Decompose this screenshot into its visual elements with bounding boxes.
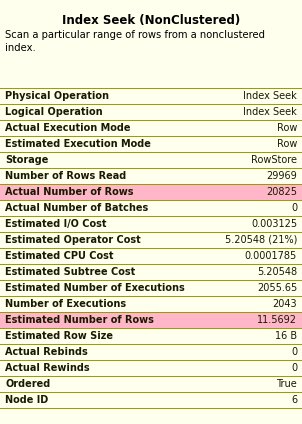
Text: Estimated I/O Cost: Estimated I/O Cost bbox=[5, 219, 107, 229]
Bar bbox=[0, 200, 302, 216]
Bar bbox=[0, 360, 302, 376]
Text: Row: Row bbox=[277, 139, 297, 149]
Text: 0: 0 bbox=[291, 363, 297, 373]
Text: Estimated Number of Executions: Estimated Number of Executions bbox=[5, 283, 185, 293]
Text: 0: 0 bbox=[291, 347, 297, 357]
Bar bbox=[0, 376, 302, 392]
Bar bbox=[0, 344, 302, 360]
Text: 11.5692: 11.5692 bbox=[257, 315, 297, 325]
Bar bbox=[0, 280, 302, 296]
Text: Scan a particular range of rows from a nonclustered
index.: Scan a particular range of rows from a n… bbox=[5, 30, 265, 53]
Text: Actual Rewinds: Actual Rewinds bbox=[5, 363, 90, 373]
Text: Estimated Operator Cost: Estimated Operator Cost bbox=[5, 235, 141, 245]
Text: Ordered: Ordered bbox=[5, 379, 50, 389]
Text: Estimated Number of Rows: Estimated Number of Rows bbox=[5, 315, 154, 325]
Text: 16 B: 16 B bbox=[275, 331, 297, 341]
Text: Index Seek: Index Seek bbox=[243, 91, 297, 101]
Text: 5.20548: 5.20548 bbox=[257, 267, 297, 277]
Text: 5.20548 (21%): 5.20548 (21%) bbox=[225, 235, 297, 245]
Bar bbox=[0, 120, 302, 136]
Bar bbox=[0, 168, 302, 184]
Text: 2043: 2043 bbox=[272, 299, 297, 309]
Text: Row: Row bbox=[277, 123, 297, 133]
Text: Estimated Row Size: Estimated Row Size bbox=[5, 331, 113, 341]
Bar bbox=[0, 296, 302, 312]
Text: Physical Operation: Physical Operation bbox=[5, 91, 109, 101]
Text: Index Seek: Index Seek bbox=[243, 107, 297, 117]
Bar bbox=[0, 184, 302, 200]
Text: Node ID: Node ID bbox=[5, 395, 48, 405]
Text: True: True bbox=[276, 379, 297, 389]
Text: Number of Rows Read: Number of Rows Read bbox=[5, 171, 126, 181]
Text: 0: 0 bbox=[291, 203, 297, 213]
Bar bbox=[0, 152, 302, 168]
Text: Index Seek (NonClustered): Index Seek (NonClustered) bbox=[62, 14, 240, 27]
Bar bbox=[0, 248, 302, 264]
Text: 6: 6 bbox=[291, 395, 297, 405]
Text: Storage: Storage bbox=[5, 155, 48, 165]
Bar bbox=[0, 328, 302, 344]
Bar bbox=[0, 88, 302, 104]
Text: Actual Number of Rows: Actual Number of Rows bbox=[5, 187, 133, 197]
Text: Estimated Subtree Cost: Estimated Subtree Cost bbox=[5, 267, 135, 277]
Text: RowStore: RowStore bbox=[251, 155, 297, 165]
Text: Estimated CPU Cost: Estimated CPU Cost bbox=[5, 251, 114, 261]
Text: Actual Rebinds: Actual Rebinds bbox=[5, 347, 88, 357]
Text: 2055.65: 2055.65 bbox=[257, 283, 297, 293]
Text: Logical Operation: Logical Operation bbox=[5, 107, 103, 117]
Bar bbox=[0, 216, 302, 232]
Bar bbox=[0, 136, 302, 152]
Text: Estimated Execution Mode: Estimated Execution Mode bbox=[5, 139, 151, 149]
Bar bbox=[0, 264, 302, 280]
Text: 0.003125: 0.003125 bbox=[251, 219, 297, 229]
Text: 20825: 20825 bbox=[266, 187, 297, 197]
Bar bbox=[0, 104, 302, 120]
Text: 0.0001785: 0.0001785 bbox=[245, 251, 297, 261]
Bar bbox=[0, 232, 302, 248]
Text: 29969: 29969 bbox=[266, 171, 297, 181]
Bar bbox=[0, 392, 302, 408]
Text: Actual Number of Batches: Actual Number of Batches bbox=[5, 203, 148, 213]
Text: Number of Executions: Number of Executions bbox=[5, 299, 126, 309]
Text: Actual Execution Mode: Actual Execution Mode bbox=[5, 123, 130, 133]
Bar bbox=[0, 312, 302, 328]
